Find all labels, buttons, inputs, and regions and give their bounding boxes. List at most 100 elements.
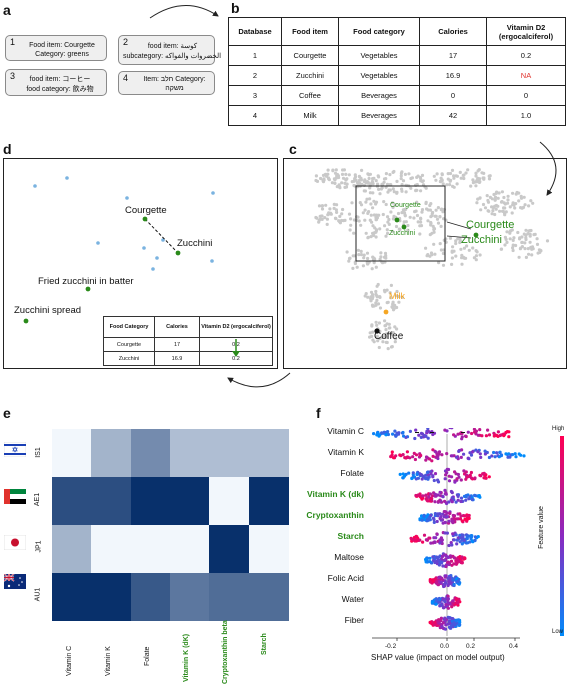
embedding-point: [384, 177, 388, 181]
embedding-point: [356, 215, 360, 219]
shap-point: [474, 494, 478, 498]
shap-point: [476, 450, 480, 454]
shap-point: [464, 434, 468, 438]
shap-point: [433, 560, 437, 565]
embedding-point: [490, 212, 494, 216]
fried-zucchini-point: [85, 286, 91, 292]
embedding-point: [503, 243, 507, 247]
embedding-point: [391, 331, 395, 335]
embedding-point: [528, 232, 532, 236]
embedding-point: [419, 189, 423, 193]
table-row: 3 Coffee Beverages 0 0: [228, 85, 566, 106]
shap-point: [436, 480, 441, 484]
embedding-point: [400, 211, 404, 215]
shap-point: [483, 449, 487, 453]
shap-point: [471, 540, 475, 544]
embedding-point: [536, 251, 540, 255]
embedding-point: [368, 218, 372, 222]
embedding-point: [518, 247, 522, 251]
zucchini-point: [401, 224, 407, 230]
embedding-point: [345, 250, 349, 254]
embedding-point: [492, 192, 496, 197]
shap-point: [438, 541, 442, 545]
embedding-point: [471, 178, 475, 182]
shap-point: [431, 454, 435, 458]
embedding-point: [394, 224, 399, 229]
shap-point: [454, 500, 458, 504]
shap-point: [430, 600, 434, 605]
shap-point: [460, 435, 464, 439]
heatmap-cell: [248, 477, 289, 525]
embedding-point: [518, 236, 522, 240]
shap-point: [459, 496, 464, 500]
shap-point: [478, 452, 482, 456]
courgette-point: [394, 217, 400, 223]
embedding-point: [335, 203, 339, 207]
embedding-point: [488, 195, 492, 199]
harmonized-table: Food Category Calories Vitamin D2 (ergoc…: [103, 316, 273, 366]
embedding-point: [511, 238, 515, 242]
embedding-point: [328, 207, 332, 211]
embedding-point: [384, 328, 388, 332]
embedding-point: [497, 191, 501, 195]
shap-point: [462, 452, 466, 456]
embedding-point: [428, 233, 432, 237]
shap-point: [455, 517, 459, 521]
database-box-line1: Item: חלב Category:: [143, 76, 206, 83]
shap-point: [479, 455, 483, 459]
shap-point: [459, 455, 463, 459]
embedding-point: [378, 295, 382, 299]
embedding-point: [404, 220, 408, 224]
embedding-point: [517, 199, 521, 203]
embedding-point: [415, 175, 419, 179]
embedding-point: [96, 241, 100, 245]
shap-point: [466, 541, 470, 545]
embedding-point: [441, 263, 446, 267]
shap-point: [460, 561, 464, 565]
shap-point: [437, 558, 441, 562]
embedding-point: [338, 214, 342, 218]
embedding-point: [125, 196, 129, 200]
shap-point: [426, 560, 430, 564]
embedding-point: [383, 251, 388, 255]
embedding-point: [494, 207, 498, 211]
shap-point: [441, 597, 445, 601]
embedding-point: [502, 206, 506, 210]
embedding-point: [512, 236, 516, 240]
shap-point: [434, 536, 438, 540]
shap-point: [434, 455, 438, 459]
shap-point: [428, 492, 432, 496]
embedding-point: [478, 180, 482, 184]
shap-point: [426, 436, 430, 440]
embedding-point: [377, 187, 381, 191]
embedding-point: [341, 176, 346, 180]
embedding-point: [374, 265, 378, 269]
shap-point: [450, 543, 454, 547]
embedding-point: [429, 251, 434, 255]
embedding-point: [323, 172, 328, 176]
shap-point: [459, 478, 463, 482]
table-header: Database: [228, 17, 282, 46]
embedding-point: [366, 295, 370, 299]
heatmap-cell: [130, 477, 171, 525]
embedding-point: [459, 176, 463, 180]
table-cell: Beverages: [338, 105, 420, 126]
shap-point: [476, 535, 480, 539]
shap-point: [390, 453, 394, 457]
colorbar-label: Feature value: [537, 506, 545, 549]
shap-point: [507, 452, 511, 456]
embedding-point: [374, 235, 378, 239]
embedding-point: [452, 174, 456, 178]
embedding-point: [394, 337, 398, 341]
shap-point: [454, 561, 458, 566]
embedding-point: [378, 257, 382, 261]
embedding-point: [320, 207, 325, 211]
shap-point: [410, 476, 414, 481]
zoomed-embedding-frame: [3, 158, 278, 369]
shap-point: [446, 598, 450, 602]
embedding-point: [353, 173, 357, 177]
embedding-point: [378, 306, 383, 310]
embedding-point: [371, 224, 375, 228]
embedding-point: [317, 204, 322, 208]
heatmap-cell: [209, 429, 250, 477]
